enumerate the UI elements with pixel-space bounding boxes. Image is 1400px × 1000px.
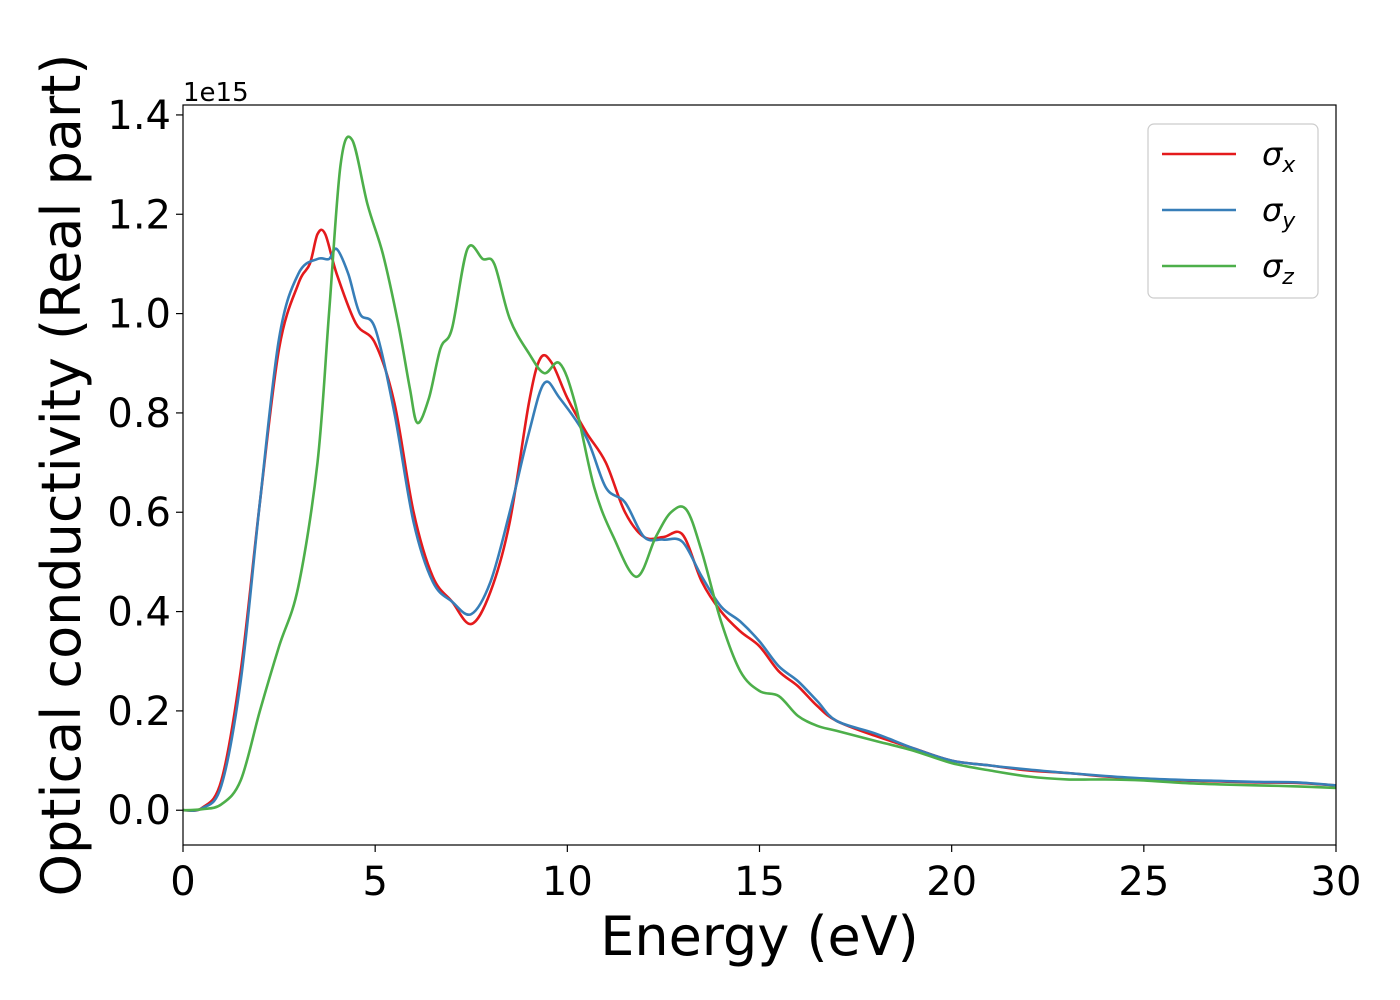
y-tick-label: 1.0 [107, 292, 171, 338]
x-tick-label: 30 [1311, 859, 1362, 905]
y-tick-label: 0.6 [107, 490, 171, 536]
x-tick-label: 5 [362, 859, 387, 905]
x-tick-label: 0 [170, 859, 195, 905]
y-tick-label: 0.4 [107, 590, 171, 636]
x-tick-label: 20 [926, 859, 977, 905]
x-tick-label: 25 [1118, 859, 1169, 905]
y-tick-label: 1.4 [107, 93, 171, 139]
y-axis-label: Optical conductivity (Real part) [30, 54, 93, 897]
plot-area [183, 135, 1336, 812]
legend: σx σy σz [1147, 123, 1319, 299]
y-offset-text: 1e15 [183, 78, 249, 108]
x-tick-label: 10 [542, 859, 593, 905]
y-tick-label: 0.2 [107, 689, 171, 735]
axes: 0 5 10 15 20 25 30 0.0 0.2 0.4 0.6 0.8 1.0 1.2 1.4 [107, 93, 1361, 905]
legend-label-z: σz [1262, 247, 1294, 290]
y-tick-label: 0.8 [107, 391, 171, 437]
series-line-x [183, 228, 1336, 812]
y-tick-label: 0.0 [107, 788, 171, 834]
legend-label-y: σy [1262, 191, 1296, 234]
x-axis-label: Energy (eV) [600, 905, 919, 968]
series-line-z [183, 135, 1336, 812]
series-line-y [183, 247, 1336, 812]
legend-label-x: σx [1262, 135, 1296, 178]
y-tick-label: 1.2 [107, 192, 171, 238]
x-tick-label: 15 [734, 859, 785, 905]
